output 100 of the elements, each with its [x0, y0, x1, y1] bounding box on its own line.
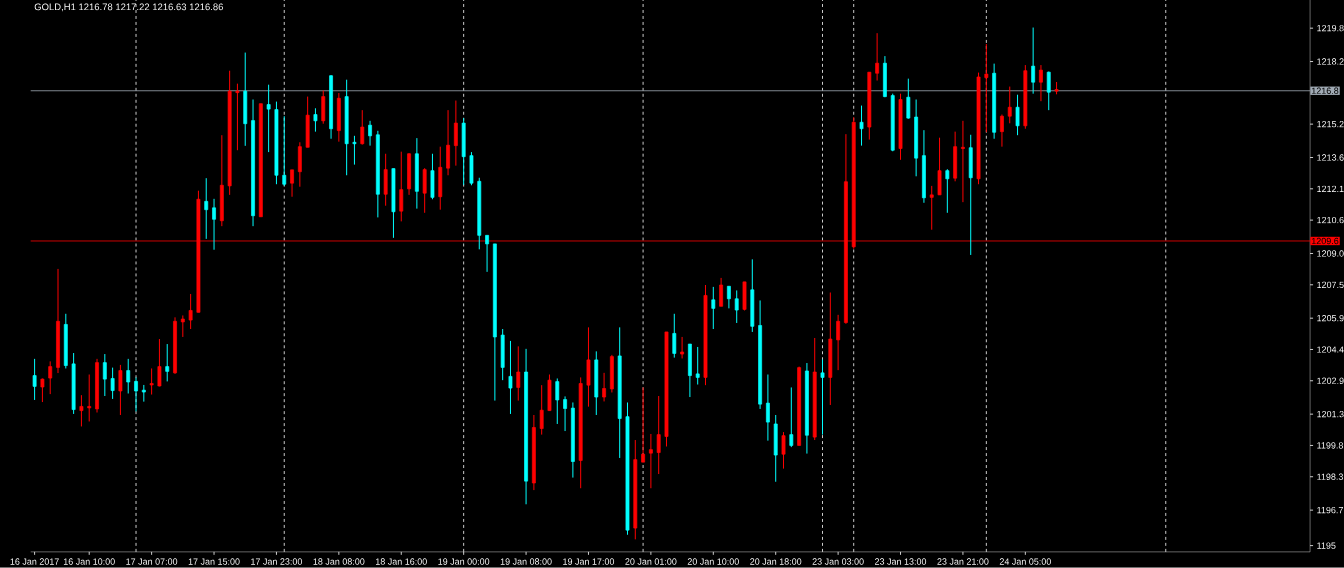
- candlestick: [539, 384, 544, 436]
- x-tick-label: 23 Jan 21:00: [937, 558, 989, 565]
- candlestick: [32, 358, 37, 401]
- y-tick-label: 1196.7: [1317, 507, 1343, 514]
- candlestick: [656, 395, 661, 475]
- candlestick: [906, 78, 911, 120]
- y-tick-label: 1195: [1317, 542, 1336, 549]
- x-tick-label: 23 Jan 03:00: [812, 558, 864, 565]
- candlestick: [360, 109, 365, 146]
- x-tick-label: 24 Jan 05:00: [999, 558, 1051, 565]
- candlestick: [641, 387, 645, 463]
- y-tick-label: 1219.8: [1317, 25, 1344, 32]
- x-tick-label: 23 Jan 13:00: [875, 558, 927, 565]
- y-tick-label: 1198.3: [1317, 473, 1343, 481]
- y-tick-label: 1210.6: [1317, 217, 1344, 224]
- candlestick: [711, 286, 716, 330]
- candlestick: [1015, 94, 1020, 136]
- ref-line-label: 1216.8: [1311, 87, 1339, 95]
- candlestick: [110, 367, 115, 400]
- candlestick: [961, 120, 965, 203]
- candlestick: [875, 32, 880, 82]
- candlestick: [126, 358, 131, 395]
- y-tick-label: 1213.6: [1317, 154, 1344, 161]
- y-tick-label: 1202.9: [1317, 377, 1344, 385]
- candlestick: [945, 168, 950, 214]
- y-tick-label: 1205.9: [1317, 315, 1344, 322]
- x-tick-label: 19 Jan 17:00: [563, 558, 615, 565]
- candlestick: [508, 340, 513, 415]
- candlestick: [102, 353, 107, 397]
- y-tick-label: 1201.3: [1317, 411, 1344, 418]
- candlestick: [1007, 86, 1012, 124]
- candlestick: [1039, 64, 1043, 102]
- x-tick-label: 17 Jan 23:00: [251, 558, 303, 565]
- candlestick: [648, 433, 653, 489]
- x-tick-label: 17 Jan 07:00: [126, 558, 178, 565]
- candlestick: [726, 285, 731, 309]
- candlestick: [446, 109, 450, 176]
- candlestick: [485, 234, 489, 273]
- candlestick: [352, 135, 357, 166]
- candlestick: [282, 115, 287, 187]
- candlestick: [134, 377, 138, 413]
- candlestick: [859, 105, 864, 147]
- x-tick-label: 17 Jan 15:00: [188, 558, 240, 565]
- candlestick: [235, 83, 240, 151]
- x-tick-label: 20 Jan 18:00: [750, 558, 802, 565]
- candlestick: [672, 313, 677, 359]
- candlestick: [157, 338, 162, 387]
- candlestick: [766, 374, 770, 442]
- candlestick: [368, 120, 372, 147]
- candlestick: [680, 336, 684, 360]
- candlestick: [929, 185, 934, 231]
- candlestick: [836, 314, 841, 371]
- y-tick-label: 1199.8: [1317, 442, 1343, 449]
- candlestick: [781, 431, 786, 470]
- candlestick: [266, 84, 271, 153]
- x-tick-label: 20 Jan 01:00: [625, 558, 677, 565]
- candlestick: [555, 378, 560, 425]
- candlestick: [734, 290, 739, 324]
- candlestick: [118, 364, 123, 416]
- candlestick: [165, 343, 170, 382]
- candlestick: [188, 293, 193, 330]
- candlestick: [422, 167, 427, 214]
- y-tick-label: 1218.2: [1317, 58, 1344, 65]
- x-tick-label: 16 Jan 10:00: [63, 558, 115, 565]
- y-tick-label: 1204.4: [1317, 346, 1344, 353]
- x-tick-label: 16 Jan 2017: [10, 558, 59, 565]
- candlestick: [204, 177, 209, 240]
- x-tick-label: 19 Jan 08:00: [500, 558, 552, 565]
- candlestick: [1046, 71, 1051, 111]
- candlestick: [79, 394, 84, 428]
- candlestick: [1031, 27, 1036, 95]
- candlestick: [719, 277, 724, 307]
- y-tick-label: 1212.1: [1317, 185, 1344, 193]
- y-tick-label: 1207.5: [1317, 281, 1344, 289]
- candlestick: [789, 387, 794, 448]
- y-tick-label: 1215.2: [1317, 121, 1344, 128]
- candlestick: [695, 346, 700, 386]
- candlestick: [602, 372, 606, 402]
- candlestick: [290, 169, 294, 198]
- candlestick: [453, 100, 458, 167]
- x-tick-label: 20 Jan 10:00: [687, 558, 739, 565]
- candlestick: [212, 198, 216, 251]
- candlestick: [984, 43, 989, 133]
- candlestick: [820, 359, 825, 436]
- y-tick-label: 1209.0: [1317, 250, 1344, 257]
- candlestick: [1000, 114, 1004, 148]
- candlestick: [87, 374, 92, 423]
- candlestick: [313, 107, 318, 133]
- x-tick-label: 18 Jan 08:00: [313, 558, 365, 565]
- candlestick: [149, 368, 154, 396]
- x-tick-label: 19 Jan 00:00: [438, 558, 490, 565]
- candlestick: [516, 345, 521, 402]
- chart-title: GOLD,H1 1216.78 1217.22 1216.63 1216.86: [34, 3, 223, 12]
- candlestick: [563, 396, 567, 432]
- candlestick: [180, 315, 185, 338]
- candlestick: [40, 378, 45, 403]
- x-tick-label: 18 Jan 16:00: [375, 558, 427, 565]
- candlestick: [48, 360, 53, 395]
- ref-line-label: 1209.6: [1311, 237, 1339, 245]
- candlestick: [399, 151, 404, 222]
